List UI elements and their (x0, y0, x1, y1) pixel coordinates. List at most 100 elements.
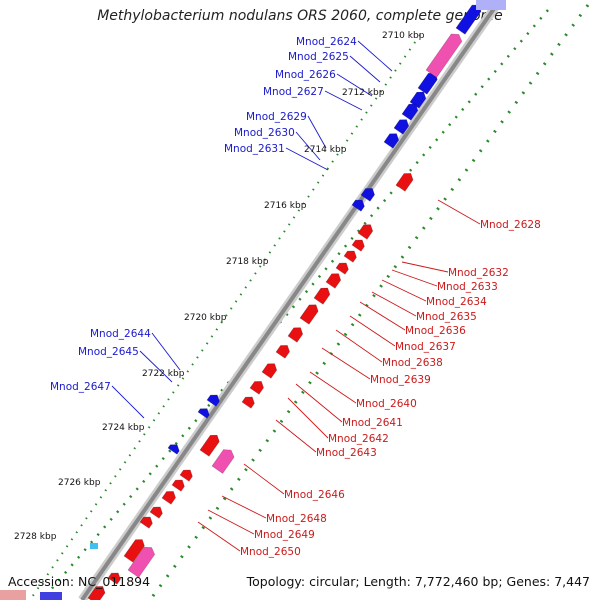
forward-gene[interactable] (360, 185, 377, 202)
edge-band (476, 0, 506, 10)
label-connector (321, 347, 371, 380)
gene-label-reverse[interactable]: Mnod_2634 (426, 296, 487, 308)
backbone (80, 0, 502, 600)
scale-tick-label: 2714 kbp (304, 145, 347, 155)
label-connector (285, 147, 329, 171)
gene-label-reverse[interactable]: Mnod_2640 (356, 398, 417, 410)
reverse-gene[interactable] (107, 570, 123, 585)
reverse-gene[interactable] (139, 514, 155, 529)
reverse-gene[interactable] (325, 271, 343, 289)
reverse-gene[interactable] (357, 222, 375, 240)
gene-label-reverse[interactable]: Mnod_2638 (382, 357, 443, 369)
gene-label-reverse[interactable]: Mnod_2648 (266, 513, 327, 525)
forward-gene[interactable] (197, 405, 212, 419)
label-connector (335, 329, 383, 363)
label-connector (243, 463, 285, 495)
scale-tick-label: 2710 kbp (382, 31, 425, 41)
edge-band (0, 590, 26, 600)
reverse-gene[interactable] (171, 477, 187, 492)
reverse-gene[interactable] (395, 170, 415, 192)
label-connector (401, 261, 449, 273)
rna-feature[interactable] (127, 544, 157, 578)
genome-summary: Topology: circular; Length: 7,772,460 bp… (246, 574, 590, 589)
gene-label-reverse[interactable]: Mnod_2642 (328, 433, 389, 445)
gene-label-forward[interactable]: Mnod_2627 (263, 86, 324, 98)
gene-label-forward[interactable]: Mnod_2631 (224, 143, 285, 155)
gene-label-reverse[interactable]: Mnod_2641 (342, 417, 403, 429)
gene-label-forward[interactable]: Mnod_2647 (50, 381, 111, 393)
scale-tick-label: 2724 kbp (102, 423, 145, 433)
label-connector (359, 301, 406, 331)
label-connector (295, 383, 343, 423)
label-connector (287, 397, 329, 439)
gene-label-reverse[interactable]: Mnod_2628 (480, 219, 541, 231)
label-connector (275, 419, 317, 453)
label-connector (295, 131, 321, 161)
label-connector (139, 350, 173, 383)
scale-tick-label: 2722 kbp (142, 369, 185, 379)
gene-label-forward[interactable]: Mnod_2644 (90, 328, 151, 340)
reverse-gene[interactable] (161, 488, 178, 505)
reverse-gene[interactable] (275, 342, 292, 359)
gene-label-reverse[interactable]: Mnod_2632 (448, 267, 509, 279)
label-connector (381, 279, 427, 302)
label-connector (371, 291, 417, 317)
label-connector (307, 115, 327, 149)
reverse-gene[interactable] (123, 536, 147, 563)
gene-label-reverse[interactable]: Mnod_2643 (316, 447, 377, 459)
reverse-gene[interactable] (241, 394, 257, 409)
label-connector (349, 315, 396, 347)
label-connector (207, 509, 255, 535)
scale-tick-label: 2718 kbp (226, 257, 269, 267)
label-connector (111, 385, 145, 419)
reverse-gene[interactable] (249, 378, 266, 395)
forward-gene[interactable] (401, 101, 420, 121)
forward-gene[interactable] (393, 117, 411, 135)
label-connector (437, 199, 481, 225)
edge-band (90, 543, 98, 549)
gene-label-reverse[interactable]: Mnod_2649 (254, 529, 315, 541)
reverse-gene[interactable] (199, 432, 222, 457)
gene-label-reverse[interactable]: Mnod_2633 (437, 281, 498, 293)
label-connector (197, 521, 241, 552)
reverse-gene[interactable] (149, 504, 165, 519)
forward-gene[interactable] (167, 441, 182, 455)
gene-label-reverse[interactable]: Mnod_2635 (416, 311, 477, 323)
reverse-gene[interactable] (335, 260, 351, 275)
gene-label-forward[interactable]: Mnod_2630 (234, 127, 295, 139)
reverse-gene[interactable] (261, 361, 279, 379)
forward-gene[interactable] (351, 197, 367, 212)
rna-feature[interactable] (211, 446, 236, 474)
gene-label-forward[interactable]: Mnod_2629 (246, 111, 307, 123)
gene-label-reverse[interactable]: Mnod_2646 (284, 489, 345, 501)
label-connector (151, 332, 181, 371)
reverse-gene[interactable] (313, 285, 332, 305)
reverse-gene[interactable] (299, 302, 320, 325)
gene-label-forward[interactable]: Mnod_2645 (78, 346, 139, 358)
forward-gene[interactable] (206, 392, 222, 407)
label-connector (309, 371, 357, 404)
gene-label-reverse[interactable]: Mnod_2639 (370, 374, 431, 386)
rna-feature[interactable] (425, 31, 464, 78)
reverse-gene[interactable] (179, 467, 195, 482)
label-connector (336, 73, 373, 97)
gene-label-forward[interactable]: Mnod_2626 (275, 69, 336, 81)
scale-tick-label: 2716 kbp (264, 201, 307, 211)
map-title: Methylobacterium nodulans ORS 2060, comp… (97, 8, 503, 24)
scale-tick-label: 2720 kbp (184, 313, 227, 323)
gene-label-reverse[interactable]: Mnod_2650 (240, 546, 301, 558)
scale-tick-label: 2726 kbp (58, 478, 101, 488)
label-connector (391, 269, 438, 287)
scale-tick-label: 2728 kbp (14, 532, 57, 542)
gene-label-reverse[interactable]: Mnod_2637 (395, 341, 456, 353)
forward-gene[interactable] (383, 131, 401, 149)
reverse-gene[interactable] (343, 248, 359, 263)
gene-label-reverse[interactable]: Mnod_2636 (405, 325, 466, 337)
gene-label-forward[interactable]: Mnod_2624 (296, 36, 357, 48)
label-connector (324, 90, 363, 111)
gene-label-forward[interactable]: Mnod_2625 (288, 51, 349, 63)
reverse-gene[interactable] (287, 325, 305, 343)
reverse-gene[interactable] (351, 237, 367, 252)
label-connector (221, 495, 267, 519)
